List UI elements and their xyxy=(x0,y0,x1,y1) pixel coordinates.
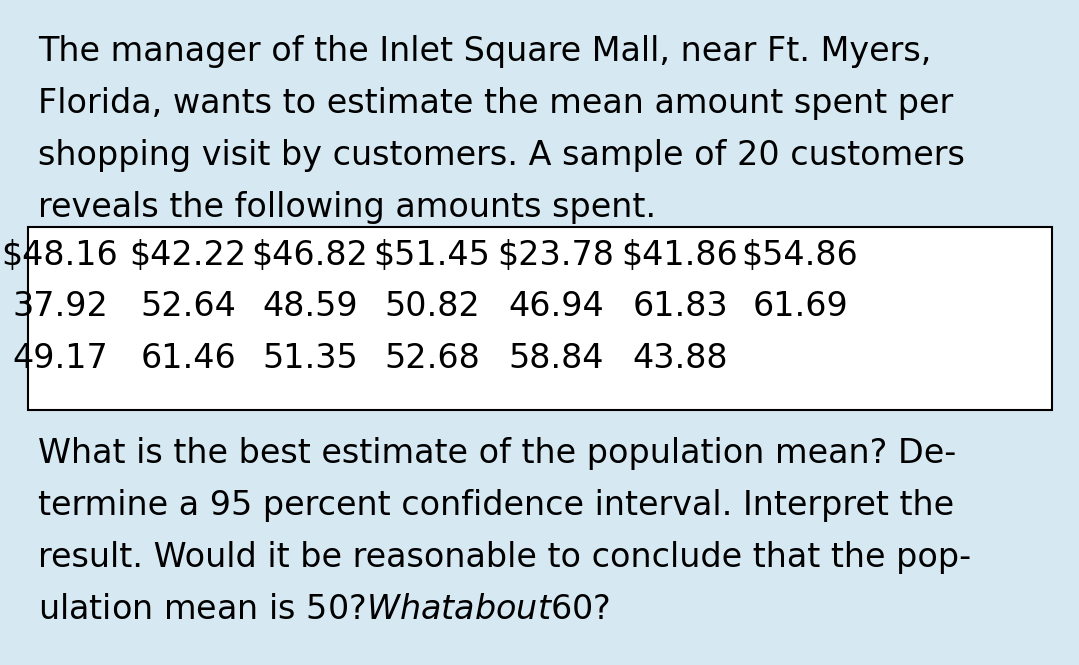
Text: 61.69: 61.69 xyxy=(752,291,848,323)
Text: 52.64: 52.64 xyxy=(140,291,236,323)
Text: Florida, wants to estimate the mean amount spent per: Florida, wants to estimate the mean amou… xyxy=(38,87,953,120)
Text: reveals the following amounts spent.: reveals the following amounts spent. xyxy=(38,191,656,224)
Text: $54.86: $54.86 xyxy=(741,239,859,271)
Text: result. Would it be reasonable to conclude that the pop-: result. Would it be reasonable to conclu… xyxy=(38,541,971,574)
Text: 37.92: 37.92 xyxy=(12,291,108,323)
Text: 52.68: 52.68 xyxy=(384,342,480,376)
Text: What is the best estimate of the population mean? De-: What is the best estimate of the populat… xyxy=(38,437,956,470)
Text: $48.16: $48.16 xyxy=(2,239,119,271)
Text: 61.46: 61.46 xyxy=(140,342,236,376)
Text: 58.84: 58.84 xyxy=(508,342,604,376)
Text: 48.59: 48.59 xyxy=(262,291,358,323)
Text: $41.86: $41.86 xyxy=(622,239,738,271)
Text: 46.94: 46.94 xyxy=(508,291,604,323)
Text: ulation mean is $50? What about $60?: ulation mean is $50? What about $60? xyxy=(38,593,610,626)
Text: termine a 95 percent confidence interval. Interpret the: termine a 95 percent confidence interval… xyxy=(38,489,954,522)
Text: 51.35: 51.35 xyxy=(262,342,358,376)
Text: $23.78: $23.78 xyxy=(497,239,614,271)
Text: 43.88: 43.88 xyxy=(632,342,727,376)
Text: $51.45: $51.45 xyxy=(373,239,491,271)
FancyBboxPatch shape xyxy=(28,227,1052,410)
Text: 49.17: 49.17 xyxy=(12,342,108,376)
Text: $42.22: $42.22 xyxy=(129,239,247,271)
Text: $46.82: $46.82 xyxy=(251,239,368,271)
Text: shopping visit by customers. A sample of 20 customers: shopping visit by customers. A sample of… xyxy=(38,139,965,172)
Text: 50.82: 50.82 xyxy=(384,291,480,323)
Text: The manager of the Inlet Square Mall, near Ft. Myers,: The manager of the Inlet Square Mall, ne… xyxy=(38,35,931,68)
Text: 61.83: 61.83 xyxy=(632,291,728,323)
